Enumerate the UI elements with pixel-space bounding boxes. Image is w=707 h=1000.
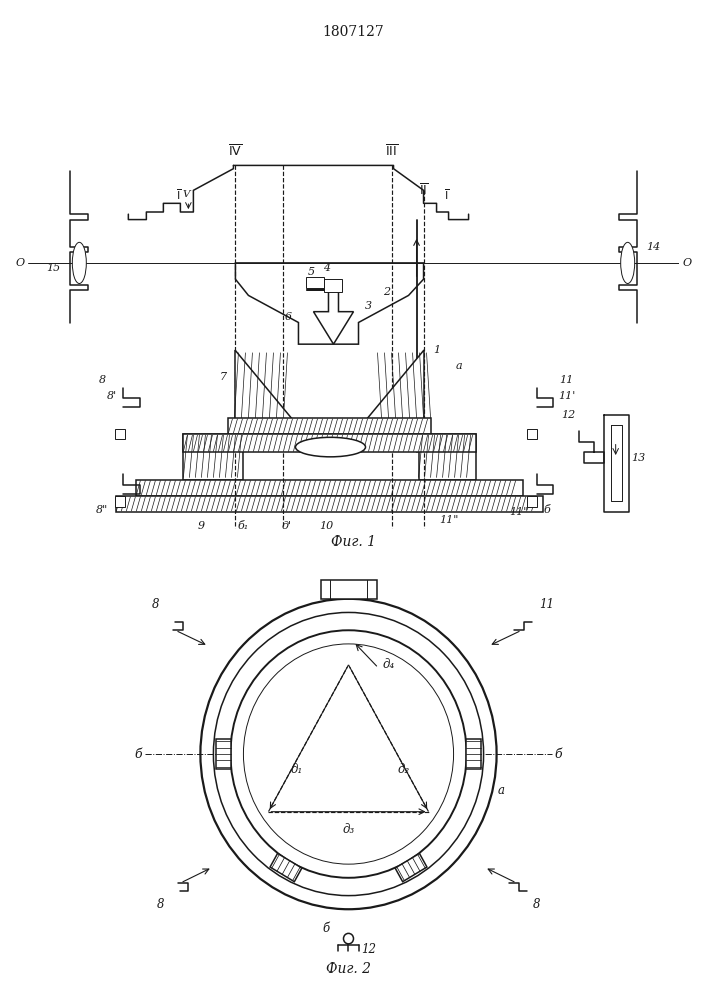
Bar xyxy=(228,418,431,434)
Text: 4: 4 xyxy=(323,263,330,273)
Polygon shape xyxy=(270,853,302,882)
Text: д₄: д₄ xyxy=(382,658,395,671)
Bar xyxy=(527,496,537,507)
Text: 3: 3 xyxy=(365,301,372,311)
Text: 11: 11 xyxy=(539,598,554,611)
Bar xyxy=(322,580,377,599)
Text: $\overline{\mathrm{I}}$: $\overline{\mathrm{I}}$ xyxy=(176,187,181,202)
Text: 1: 1 xyxy=(433,345,440,355)
Polygon shape xyxy=(395,853,427,882)
Polygon shape xyxy=(235,350,293,420)
Ellipse shape xyxy=(72,242,86,284)
Text: 2: 2 xyxy=(383,287,390,297)
Text: $\overline{\mathrm{III}}$: $\overline{\mathrm{III}}$ xyxy=(385,144,398,159)
Polygon shape xyxy=(183,434,243,480)
Text: 6: 6 xyxy=(285,312,292,322)
Text: 11: 11 xyxy=(559,375,574,385)
Bar xyxy=(136,480,522,496)
Polygon shape xyxy=(366,350,423,420)
Circle shape xyxy=(214,612,484,896)
Text: 8: 8 xyxy=(533,898,540,910)
Text: V: V xyxy=(182,190,190,199)
Text: б: б xyxy=(555,748,563,761)
Text: д': д' xyxy=(281,521,291,531)
Text: 7: 7 xyxy=(220,372,227,382)
Text: 8: 8 xyxy=(157,898,164,910)
Circle shape xyxy=(230,630,467,878)
Text: 9: 9 xyxy=(198,521,205,531)
Text: Фиг. 2: Фиг. 2 xyxy=(326,962,371,976)
Text: 11": 11" xyxy=(509,507,528,517)
Polygon shape xyxy=(216,739,231,769)
Bar xyxy=(117,496,543,512)
Text: б: б xyxy=(323,922,330,935)
Polygon shape xyxy=(419,434,476,480)
Text: д₃: д₃ xyxy=(342,823,355,836)
Polygon shape xyxy=(306,290,354,344)
Text: б: б xyxy=(543,505,550,515)
Text: 11': 11' xyxy=(558,391,575,401)
Text: б: б xyxy=(134,748,142,761)
Bar xyxy=(115,496,125,507)
Text: O: O xyxy=(16,258,25,268)
Text: 13: 13 xyxy=(631,453,645,463)
Text: 1807127: 1807127 xyxy=(322,25,385,39)
Text: 8": 8" xyxy=(96,505,108,515)
Text: a: a xyxy=(455,361,462,371)
Circle shape xyxy=(200,599,496,909)
Text: $\overline{\mathrm{II}}$: $\overline{\mathrm{II}}$ xyxy=(419,183,428,198)
Bar xyxy=(306,277,325,288)
Text: 15: 15 xyxy=(46,263,60,273)
Text: 5: 5 xyxy=(308,267,315,277)
Circle shape xyxy=(243,644,454,864)
Text: 12: 12 xyxy=(361,943,376,956)
Polygon shape xyxy=(235,263,423,344)
Circle shape xyxy=(344,933,354,944)
Text: 8': 8' xyxy=(107,391,117,401)
Text: 14: 14 xyxy=(647,242,661,252)
Bar xyxy=(527,429,537,440)
Text: O: O xyxy=(682,258,691,268)
Text: a: a xyxy=(498,784,505,797)
Bar xyxy=(115,429,125,440)
Text: д₁: д₁ xyxy=(291,763,303,776)
Text: $\overline{\mathrm{IV}}$: $\overline{\mathrm{IV}}$ xyxy=(228,144,243,159)
Text: 12: 12 xyxy=(561,410,575,420)
Ellipse shape xyxy=(621,242,635,284)
Bar xyxy=(183,434,476,452)
Text: 8: 8 xyxy=(99,375,106,385)
Polygon shape xyxy=(466,739,481,769)
Text: $\overline{\mathrm{I}}$: $\overline{\mathrm{I}}$ xyxy=(444,187,449,202)
Text: 10: 10 xyxy=(320,521,334,531)
Text: д₂: д₂ xyxy=(397,763,409,776)
Text: б₁: б₁ xyxy=(238,521,249,531)
Text: 11": 11" xyxy=(439,515,458,525)
Bar xyxy=(325,279,342,292)
Ellipse shape xyxy=(296,437,366,457)
Text: 8: 8 xyxy=(151,598,159,611)
Text: Фиг. 1: Фиг. 1 xyxy=(331,535,376,549)
